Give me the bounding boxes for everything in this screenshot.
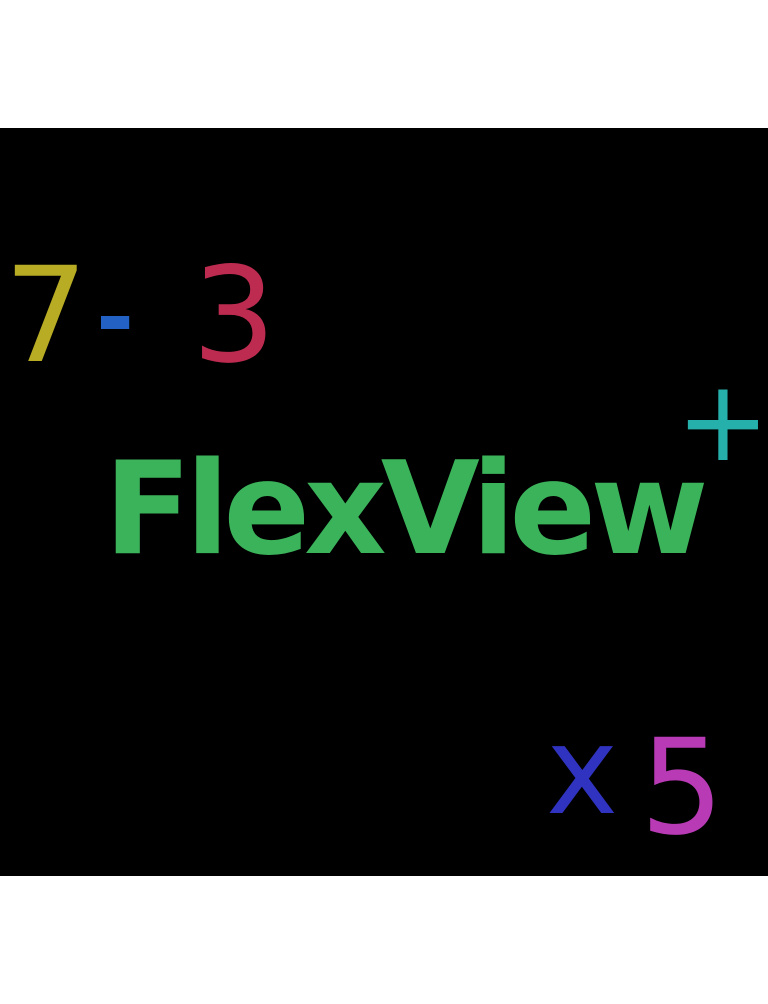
minus-sign: - — [96, 264, 135, 371]
digit-five: 5 — [640, 711, 724, 865]
plus-sign: + — [676, 357, 768, 487]
logo-canvas: 7 - 3 + FlexView x 5 — [0, 128, 768, 876]
digit-seven: 7 — [4, 239, 88, 393]
brand-wordmark: FlexView — [104, 435, 708, 584]
digit-three: 3 — [192, 239, 276, 393]
multiply-sign: x — [546, 700, 619, 842]
